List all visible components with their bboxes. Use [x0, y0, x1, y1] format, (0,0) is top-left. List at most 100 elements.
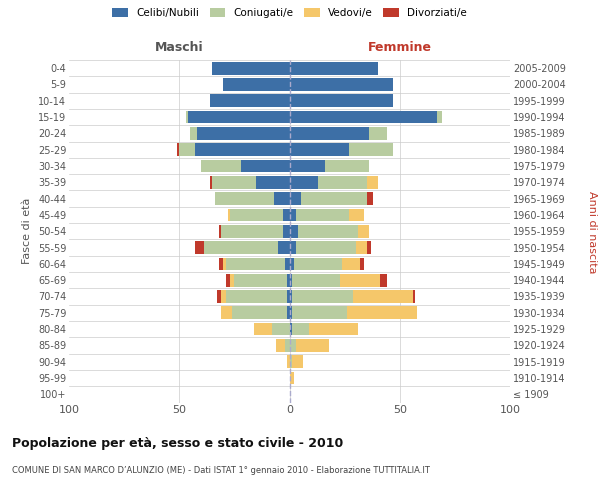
- Bar: [283, 208, 290, 222]
- Bar: [298, 225, 358, 237]
- Bar: [367, 192, 373, 205]
- Bar: [347, 306, 418, 319]
- Bar: [287, 356, 290, 368]
- Bar: [241, 160, 290, 172]
- Bar: [356, 241, 367, 254]
- Bar: [290, 127, 369, 140]
- Text: COMUNE DI SAN MARCO D’ALUNZIO (ME) - Dati ISTAT 1° gennaio 2010 - Elaborazione T: COMUNE DI SAN MARCO D’ALUNZIO (ME) - Dat…: [12, 466, 430, 475]
- Bar: [360, 258, 364, 270]
- Bar: [226, 274, 230, 286]
- Bar: [287, 274, 290, 286]
- Bar: [340, 274, 380, 286]
- Bar: [215, 192, 274, 205]
- Bar: [349, 208, 364, 222]
- Bar: [290, 322, 292, 336]
- Legend: Celibi/Nubili, Coniugati/e, Vedovi/e, Divorziati/e: Celibi/Nubili, Coniugati/e, Vedovi/e, Di…: [108, 4, 471, 22]
- Bar: [212, 176, 256, 188]
- Bar: [380, 274, 386, 286]
- Bar: [272, 322, 290, 336]
- Bar: [276, 339, 285, 352]
- Bar: [235, 274, 287, 286]
- Bar: [292, 356, 303, 368]
- Bar: [290, 78, 393, 91]
- Bar: [292, 274, 340, 286]
- Bar: [290, 192, 301, 205]
- Text: Femmine: Femmine: [368, 41, 432, 54]
- Bar: [221, 290, 226, 303]
- Bar: [296, 208, 349, 222]
- Bar: [292, 322, 310, 336]
- Bar: [230, 274, 235, 286]
- Bar: [212, 62, 290, 74]
- Bar: [203, 241, 278, 254]
- Bar: [194, 241, 203, 254]
- Bar: [283, 225, 290, 237]
- Bar: [287, 290, 290, 303]
- Bar: [290, 225, 298, 237]
- Bar: [290, 208, 296, 222]
- Bar: [290, 290, 292, 303]
- Bar: [358, 225, 369, 237]
- Bar: [186, 110, 188, 124]
- Bar: [325, 160, 369, 172]
- Bar: [177, 144, 179, 156]
- Bar: [290, 176, 318, 188]
- Bar: [226, 258, 285, 270]
- Bar: [190, 127, 197, 140]
- Bar: [290, 94, 393, 107]
- Bar: [437, 110, 442, 124]
- Bar: [294, 258, 343, 270]
- Bar: [194, 144, 290, 156]
- Bar: [210, 176, 212, 188]
- Bar: [179, 144, 194, 156]
- Bar: [353, 290, 413, 303]
- Bar: [221, 225, 283, 237]
- Bar: [221, 306, 232, 319]
- Bar: [256, 176, 290, 188]
- Bar: [292, 306, 347, 319]
- Bar: [290, 356, 292, 368]
- Bar: [188, 110, 290, 124]
- Bar: [219, 225, 221, 237]
- Bar: [223, 258, 226, 270]
- Text: Anni di nascita: Anni di nascita: [587, 191, 597, 274]
- Bar: [290, 110, 437, 124]
- Bar: [367, 241, 371, 254]
- Bar: [230, 208, 283, 222]
- Bar: [343, 258, 360, 270]
- Bar: [290, 160, 325, 172]
- Text: Popolazione per età, sesso e stato civile - 2010: Popolazione per età, sesso e stato civil…: [12, 438, 343, 450]
- Bar: [228, 208, 230, 222]
- Bar: [369, 127, 386, 140]
- Bar: [290, 62, 378, 74]
- Bar: [367, 176, 378, 188]
- Bar: [290, 372, 294, 384]
- Bar: [310, 322, 358, 336]
- Bar: [201, 160, 241, 172]
- Bar: [290, 339, 296, 352]
- Bar: [285, 339, 290, 352]
- Bar: [217, 290, 221, 303]
- Bar: [210, 94, 290, 107]
- Bar: [226, 290, 287, 303]
- Bar: [290, 306, 292, 319]
- Bar: [197, 127, 290, 140]
- Bar: [232, 306, 287, 319]
- Bar: [290, 241, 296, 254]
- Bar: [274, 192, 290, 205]
- Bar: [413, 290, 415, 303]
- Bar: [290, 274, 292, 286]
- Bar: [296, 339, 329, 352]
- Bar: [296, 241, 356, 254]
- Bar: [290, 258, 294, 270]
- Bar: [301, 192, 367, 205]
- Y-axis label: Fasce di età: Fasce di età: [22, 198, 32, 264]
- Bar: [223, 78, 290, 91]
- Bar: [292, 290, 353, 303]
- Bar: [287, 306, 290, 319]
- Bar: [290, 144, 349, 156]
- Bar: [318, 176, 367, 188]
- Bar: [219, 258, 223, 270]
- Bar: [254, 322, 272, 336]
- Text: Maschi: Maschi: [155, 41, 203, 54]
